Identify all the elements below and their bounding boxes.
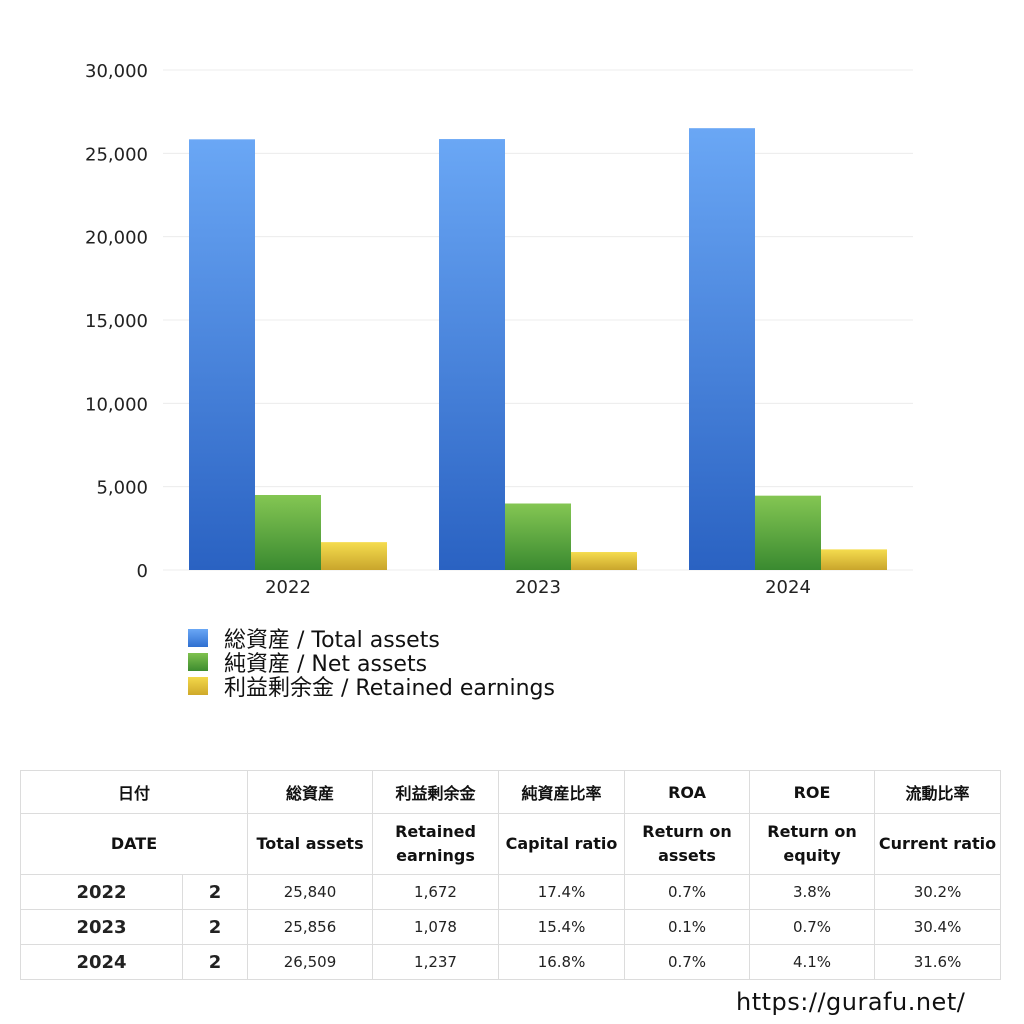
y-tick-label: 15,000 <box>85 311 148 332</box>
row-quarter: 2 <box>181 874 249 910</box>
row-capital-ratio: 15.4% <box>498 909 626 945</box>
legend-label-total-assets: 総資産 / Total assets <box>224 628 440 653</box>
legend-label-net-assets: 純資産 / Net assets <box>224 652 428 677</box>
row-total-assets: 25,856 <box>247 909 374 945</box>
legend-label-retained-earnings: 利益剰余金 / Retained earnings <box>224 676 555 701</box>
row-roa: 0.1% <box>624 909 751 945</box>
header-roe-jp: ROE <box>749 770 876 814</box>
header-capital-ratio-jp: 純資産比率 <box>498 770 626 814</box>
row-current-ratio: 30.2% <box>874 874 1002 910</box>
row-retained-earnings: 1,672 <box>372 874 500 910</box>
row-year: 2022 <box>20 874 183 910</box>
table-header-en: DATE Total assets Retained earnings Capit… <box>19 813 1002 875</box>
row-quarter: 2 <box>181 944 249 980</box>
row-roe: 3.8% <box>749 874 876 910</box>
header-roa-jp: ROA <box>624 770 751 814</box>
header-total-assets-en: Total assets <box>247 813 374 875</box>
header-total-assets-jp: 総資産 <box>247 770 374 814</box>
legend-swatch-net-assets <box>188 653 208 671</box>
row-roa: 0.7% <box>624 944 751 980</box>
bar-chart: 0 5,000 10,000 15,000 20,000 25,000 30,000 202… <box>85 61 913 598</box>
legend-swatch-retained-earnings <box>188 677 208 695</box>
bar-retained-earnings-2024 <box>821 549 887 570</box>
row-year: 2023 <box>20 909 183 945</box>
chart-legend: 総資産 / Total assets 純資産 / Net assets 利益剰余… <box>188 626 555 701</box>
bar-retained-earnings-2023 <box>571 552 637 570</box>
row-capital-ratio: 17.4% <box>498 874 626 910</box>
table-row: 2023 2 25,856 1,078 15.4% 0.1% 0.7% 30.4… <box>20 909 1002 945</box>
y-tick-label: 20,000 <box>85 228 148 249</box>
bar-net-assets-2023 <box>505 503 571 570</box>
table-header-jp: 日付 総資産 利益剰余金 純資産比率 ROA ROE 流動比率 <box>19 770 1002 814</box>
table-row: 2024 2 26,509 1,237 16.8% 0.7% 4.1% 31.6… <box>20 944 1002 980</box>
header-retained-earnings-jp: 利益剰余金 <box>372 770 500 814</box>
bar-net-assets-2022 <box>255 495 321 570</box>
legend-item-retained-earnings: 利益剰余金 / Retained earnings <box>188 674 555 701</box>
x-tick-label: 2022 <box>265 577 311 598</box>
y-tick-label: 5,000 <box>96 478 148 499</box>
row-year: 2024 <box>20 944 183 980</box>
row-total-assets: 26,509 <box>247 944 374 980</box>
header-roe-en: Return on equity <box>749 813 876 875</box>
x-tick-label: 2024 <box>765 577 811 598</box>
x-axis-ticks: 2022 2023 2024 <box>265 577 811 598</box>
row-current-ratio: 31.6% <box>874 944 1002 980</box>
row-capital-ratio: 16.8% <box>498 944 626 980</box>
bar-retained-earnings-2022 <box>321 542 387 570</box>
bars <box>189 128 887 571</box>
y-tick-label: 10,000 <box>85 394 148 415</box>
bar-total-assets-2022 <box>189 139 255 571</box>
bar-total-assets-2023 <box>439 139 505 571</box>
row-roe: 0.7% <box>749 909 876 945</box>
y-tick-label: 25,000 <box>85 144 148 165</box>
y-tick-label: 0 <box>137 561 148 582</box>
row-retained-earnings: 1,237 <box>372 944 500 980</box>
legend-swatch-total-assets <box>188 629 208 647</box>
table-row: 2022 2 25,840 1,672 17.4% 0.7% 3.8% 30.2… <box>20 874 1002 910</box>
header-current-ratio-en: Current ratio <box>874 813 1002 875</box>
header-retained-earnings-en: Retained earnings <box>372 813 500 875</box>
financial-table: 日付 総資産 利益剰余金 純資産比率 ROA ROE 流動比率 DATE Tot… <box>19 770 1002 980</box>
row-roe: 4.1% <box>749 944 876 980</box>
legend-item-total-assets: 総資産 / Total assets <box>188 626 555 653</box>
header-roa-en: Return on assets <box>624 813 751 875</box>
header-capital-ratio-en: Capital ratio <box>498 813 626 875</box>
row-total-assets: 25,840 <box>247 874 374 910</box>
site-url: https://gurafu.net/ <box>736 988 966 1016</box>
y-axis-ticks: 0 5,000 10,000 15,000 20,000 25,000 30,000 <box>85 61 148 582</box>
header-current-ratio-jp: 流動比率 <box>874 770 1002 814</box>
bar-net-assets-2024 <box>755 495 821 570</box>
header-date-jp: 日付 <box>19 770 249 814</box>
row-roa: 0.7% <box>624 874 751 910</box>
y-tick-label: 30,000 <box>85 61 148 82</box>
row-quarter: 2 <box>181 909 249 945</box>
row-current-ratio: 30.4% <box>874 909 1002 945</box>
row-retained-earnings: 1,078 <box>372 909 500 945</box>
header-date-en: DATE <box>19 813 249 875</box>
x-tick-label: 2023 <box>515 577 561 598</box>
grid-lines <box>163 69 913 571</box>
legend-item-net-assets: 純資産 / Net assets <box>188 650 555 677</box>
bar-total-assets-2024 <box>689 128 755 570</box>
